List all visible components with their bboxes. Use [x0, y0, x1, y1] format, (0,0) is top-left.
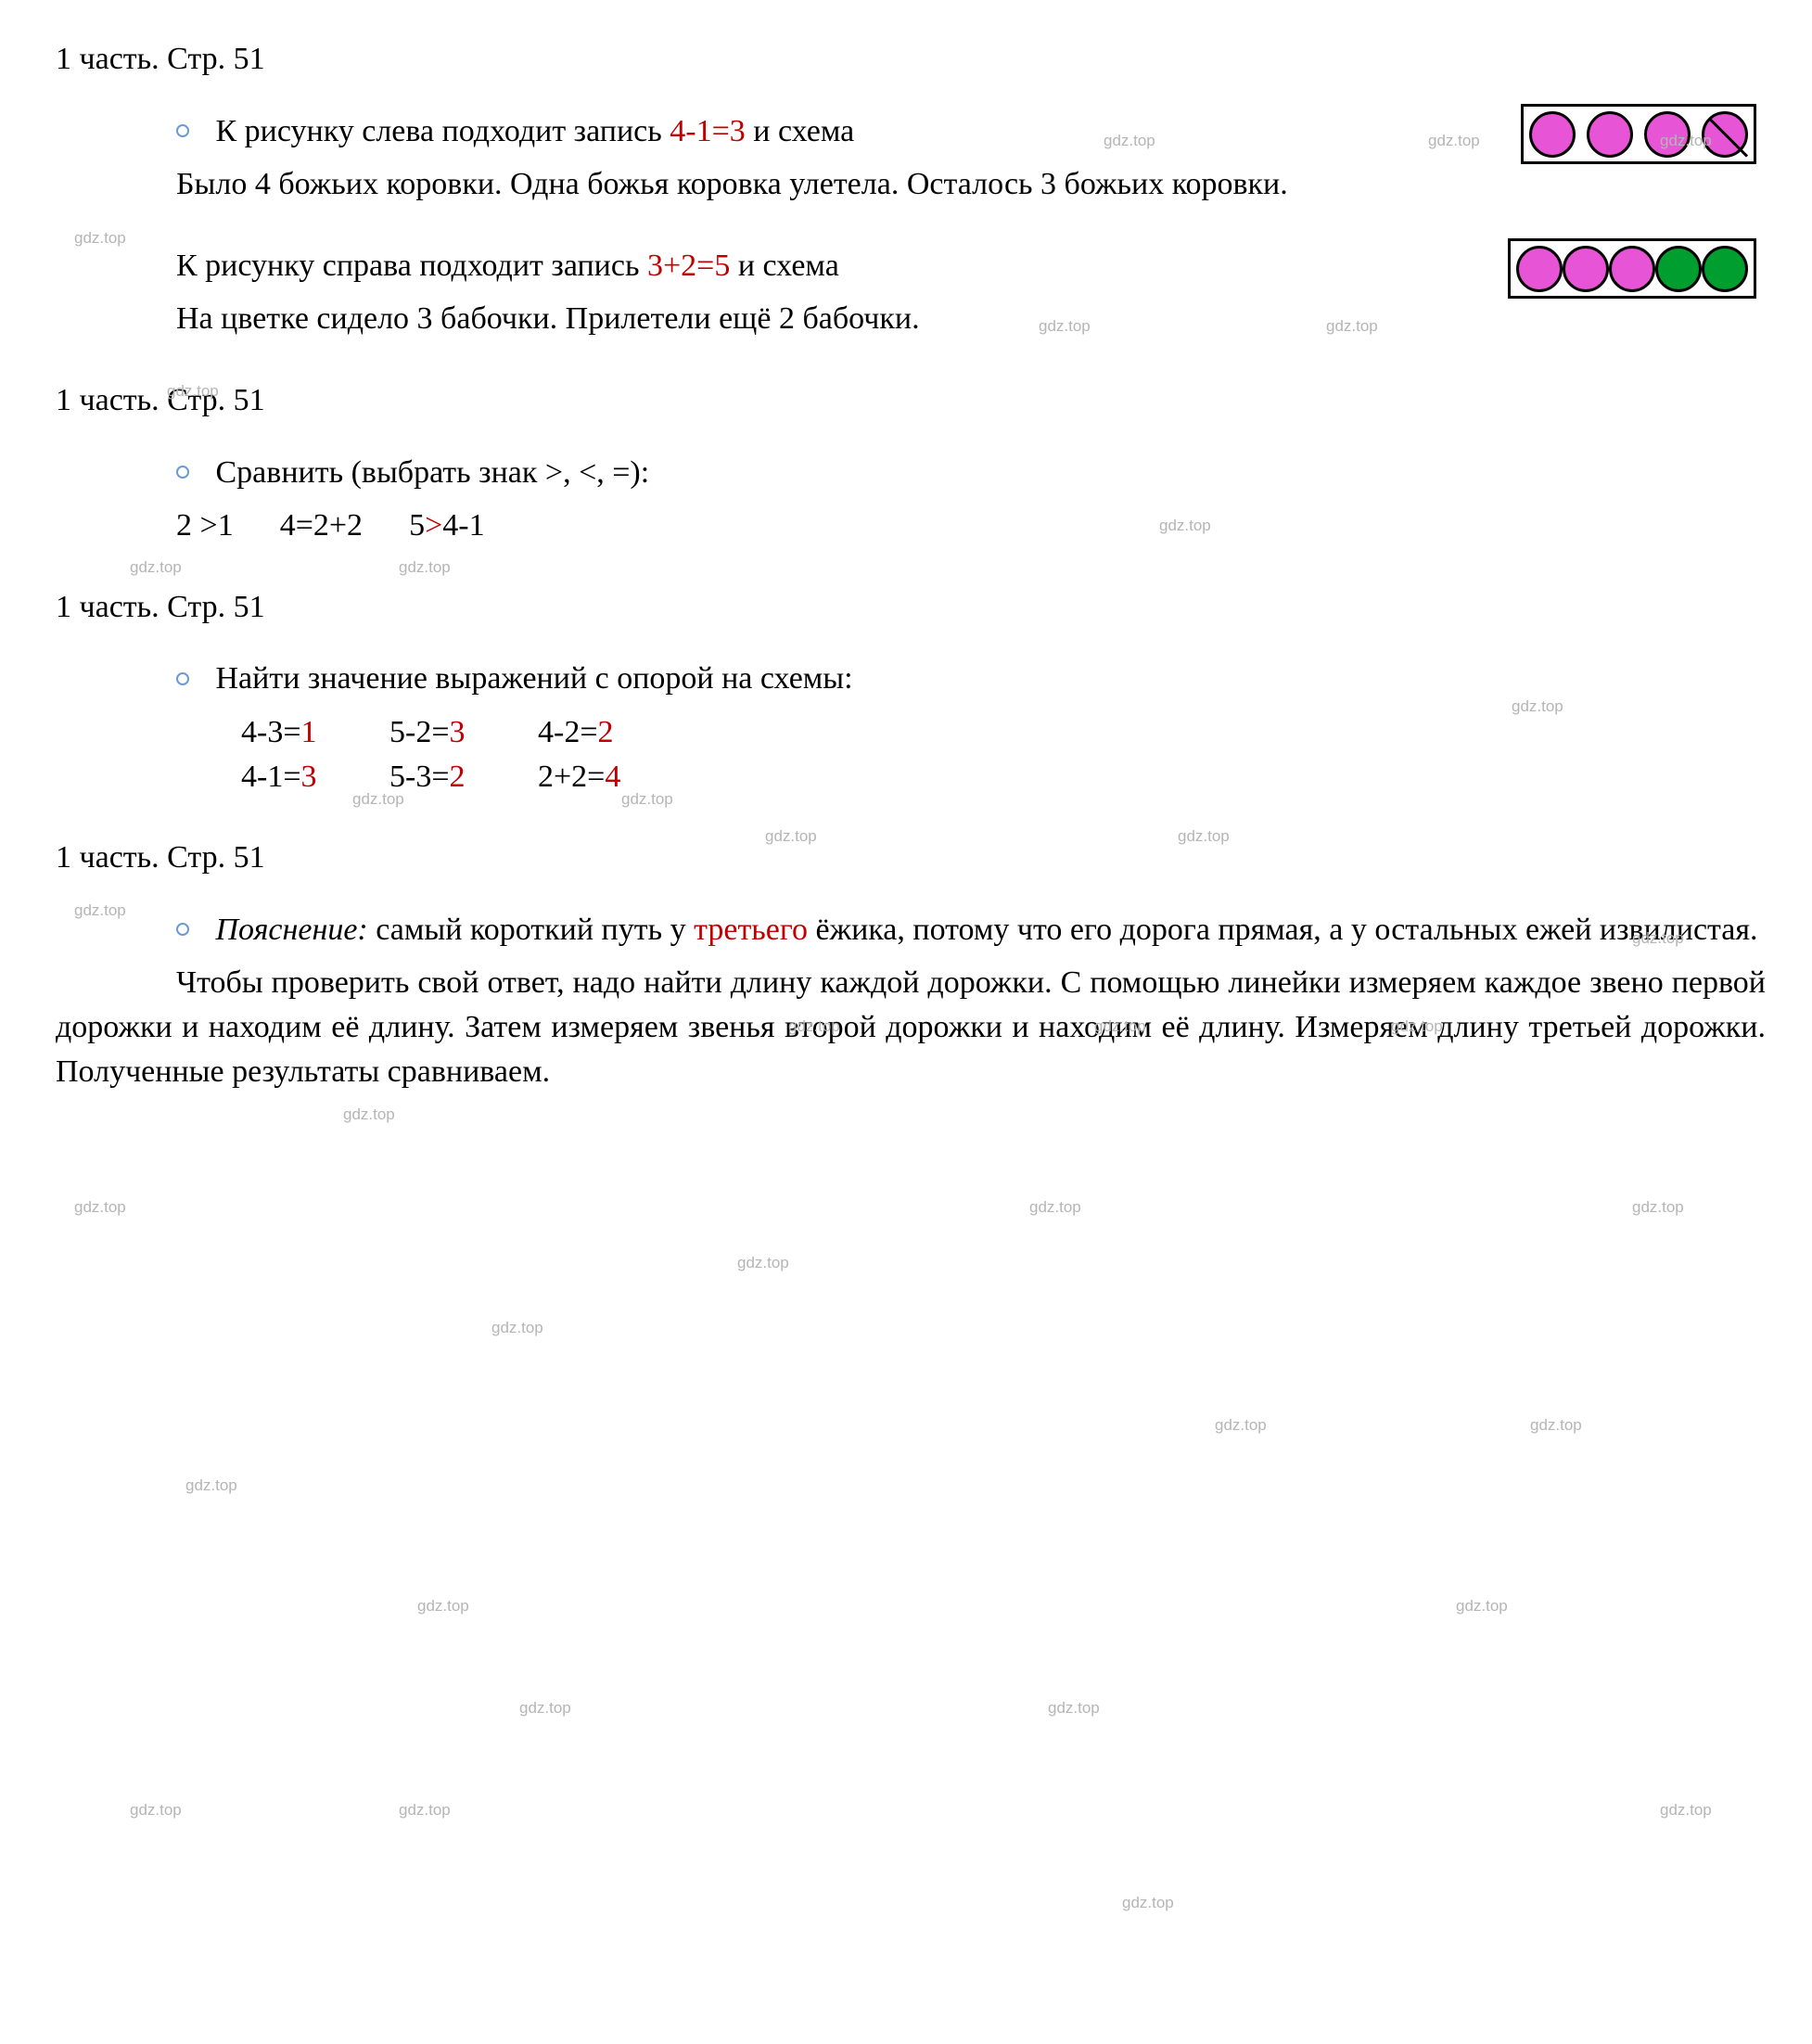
schema-circle: [1609, 246, 1655, 292]
section-1: К рисунку слева подходит запись 4-1=3 и …: [56, 109, 1766, 341]
schema-circle: [1702, 246, 1748, 292]
section-header-1: 1 часть. Стр. 51: [56, 37, 1766, 82]
expression-cell: 5-2=3: [389, 710, 529, 755]
cmp-sign: =: [296, 508, 313, 543]
watermark-text: gdz.top: [519, 1697, 571, 1719]
watermark-text: gdz.top: [1632, 1196, 1684, 1219]
watermark-text: gdz.top: [491, 1317, 543, 1339]
schema-1: [1521, 104, 1756, 164]
schema-circle: [1529, 111, 1576, 158]
sec4-p1-before: самый короткий путь у: [368, 913, 694, 947]
section-2: Сравнить (выбрать знак >, <, =): 2 >14=2…: [56, 451, 1766, 548]
expr-answer: 3: [301, 760, 317, 794]
expression-row: 4-1=35-3=22+2=4: [56, 755, 1766, 799]
cmp-sign: >: [425, 508, 442, 543]
watermark-text: gdz.top: [1122, 1892, 1174, 1914]
expr-lhs: 5-3=: [389, 760, 450, 794]
expr-lhs: 4-3=: [241, 715, 301, 749]
expr-lhs: 4-1=: [241, 760, 301, 794]
sec3-rows: 4-3=15-2=34-2=24-1=35-3=22+2=4: [56, 710, 1766, 798]
section-header-4: 1 часть. Стр. 51: [56, 836, 1766, 880]
sec1-p4: На цветке сидело 3 бабочки. Прилетели ещ…: [56, 297, 1766, 341]
schema-circle: [1587, 111, 1633, 158]
expr-answer: 1: [301, 715, 317, 749]
schema-circle: [1563, 246, 1609, 292]
cmp-right: 1: [218, 508, 234, 543]
cmp-sign: >: [200, 508, 218, 543]
expr-answer: 3: [450, 715, 466, 749]
comparison-item: 2 >1: [176, 504, 234, 548]
schema-circle: [1644, 111, 1691, 158]
sec2-title: Сравнить (выбрать знак >, <, =):: [216, 455, 650, 490]
schema-2: [1508, 238, 1756, 299]
sec4-p1-after: ёжика, потому что его дорога прямая, а у…: [808, 913, 1758, 947]
sec3-title-row: Найти значение выражений с опорой на схе…: [56, 657, 1766, 701]
watermark-text: gdz.top: [1029, 1196, 1081, 1219]
cmp-left: 5: [409, 508, 425, 543]
watermark-text: gdz.top: [1215, 1414, 1267, 1437]
watermark-text: gdz.top: [343, 1104, 395, 1126]
expr-answer: 2: [598, 715, 614, 749]
watermark-text: gdz.top: [399, 556, 451, 579]
expr-answer: 4: [605, 760, 620, 794]
cmp-left: 2: [176, 508, 200, 543]
watermark-text: gdz.top: [1048, 1697, 1100, 1719]
watermark-text: gdz.top: [399, 1799, 451, 1821]
schema-1-container: [1521, 104, 1756, 164]
section-header-3: 1 часть. Стр. 51: [56, 585, 1766, 630]
sec1-p2: Было 4 божьих коровки. Одна божья коровк…: [56, 162, 1766, 207]
sec4-p1: Пояснение: самый короткий путь у третьег…: [56, 908, 1766, 952]
sec4-p2: Чтобы проверить свой ответ, надо найти д…: [56, 961, 1766, 1093]
bullet-icon: [176, 124, 189, 137]
expr-lhs: 4-2=: [538, 715, 598, 749]
sec4-p1-red: третьего: [694, 913, 808, 947]
sec1-p1-expr: 4-1=3: [670, 114, 746, 148]
sec1-p3-before: К рисунку справа подходит запись: [176, 249, 647, 283]
sec3-title: Найти значение выражений с опорой на схе…: [216, 661, 853, 696]
bullet-icon: [176, 466, 189, 479]
expression-cell: 2+2=4: [538, 755, 677, 799]
expression-cell: 4-2=2: [538, 710, 677, 755]
sec1-line1: К рисунку слева подходит запись 4-1=3 и …: [56, 109, 1766, 154]
schema-circle: [1516, 246, 1563, 292]
section-3: Найти значение выражений с опорой на схе…: [56, 657, 1766, 798]
watermark-text: gdz.top: [185, 1475, 237, 1497]
sec1-p1-after: и схема: [746, 114, 854, 148]
watermark-text: gdz.top: [1456, 1595, 1508, 1617]
sec4-p1-italic: Пояснение:: [216, 913, 368, 947]
cmp-right: 2+2: [313, 508, 363, 543]
sec1-p1-before: К рисунку слева подходит запись: [216, 114, 670, 148]
expression-cell: 4-3=1: [241, 710, 380, 755]
sec2-title-row: Сравнить (выбрать знак >, <, =):: [56, 451, 1766, 495]
comparison-item: 4=2+2: [280, 504, 363, 548]
sec2-items: 2 >14=2+25>4-1: [56, 504, 1766, 548]
schema-circle: [1702, 111, 1748, 158]
sec1-p3-after: и схема: [730, 249, 838, 283]
watermark-text: gdz.top: [130, 1799, 182, 1821]
expr-answer: 2: [450, 760, 466, 794]
expression-row: 4-3=15-2=34-2=2: [56, 710, 1766, 755]
expr-lhs: 2+2=: [538, 760, 605, 794]
expr-lhs: 5-2=: [389, 715, 450, 749]
schema-circle: [1655, 246, 1702, 292]
watermark-text: gdz.top: [737, 1252, 789, 1274]
watermark-text: gdz.top: [1660, 1799, 1712, 1821]
comparison-item: 5>4-1: [409, 504, 485, 548]
section-4: Пояснение: самый короткий путь у третьег…: [56, 908, 1766, 1093]
cmp-left: 4: [280, 508, 296, 543]
schema-2-container: [1508, 238, 1756, 299]
expression-cell: 5-3=2: [389, 755, 529, 799]
sec1-p3-expr: 3+2=5: [647, 249, 730, 283]
watermark-text: gdz.top: [130, 556, 182, 579]
section-header-2: 1 часть. Стр. 51: [56, 378, 1766, 423]
bullet-icon: [176, 672, 189, 685]
watermark-text: gdz.top: [1530, 1414, 1582, 1437]
bullet-icon: [176, 923, 189, 936]
expression-cell: 4-1=3: [241, 755, 380, 799]
watermark-text: gdz.top: [74, 1196, 126, 1219]
sec1-line3: К рисунку справа подходит запись 3+2=5 и…: [56, 244, 1766, 288]
cmp-right: 4-1: [442, 508, 484, 543]
watermark-text: gdz.top: [417, 1595, 469, 1617]
